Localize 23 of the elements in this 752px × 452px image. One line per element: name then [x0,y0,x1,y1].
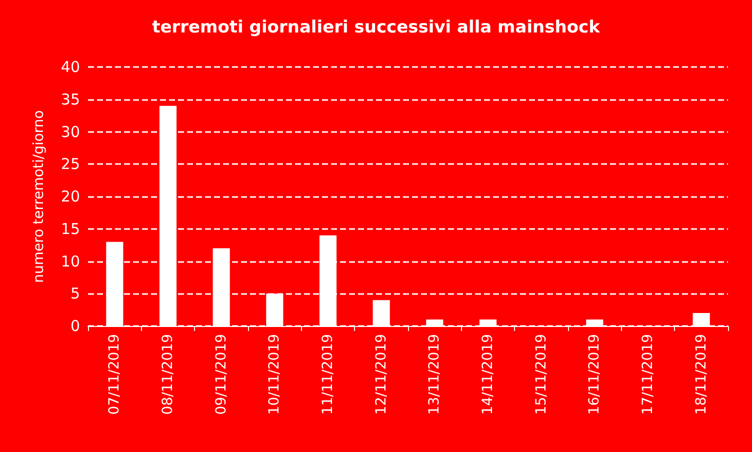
y-tick-label: 15 [60,220,80,238]
y-tick-label: 20 [60,188,80,206]
y-tick-label: 40 [60,58,80,76]
x-tick-label: 13/11/2019 [426,334,443,415]
x-tick-label: 10/11/2019 [266,334,283,415]
x-tick-label: 09/11/2019 [213,334,230,415]
y-axis-title: numero terremoti/giorno [31,110,47,283]
x-tick-label: 08/11/2019 [160,334,176,415]
x-tick-label: 12/11/2019 [373,334,390,415]
x-tick-label: 14/11/2019 [480,334,496,415]
x-tick-label: 15/11/2019 [533,334,550,415]
y-tick-label: 10 [60,252,80,270]
x-tick-label: 17/11/2019 [640,334,656,415]
x-tick-label: 18/11/2019 [693,334,710,415]
y-tick-label: 30 [60,122,80,141]
y-tick-label: 5 [70,284,80,303]
x-tick-label: 16/11/2019 [586,334,603,415]
chart-title: terremoti giornalieri successivi alla mainshock [152,18,601,38]
x-tick-label: 07/11/2019 [106,334,123,415]
y-tick-label: 25 [60,155,80,174]
y-tick-label: 35 [60,90,80,108]
x-tick-label: 11/11/2019 [320,334,336,415]
y-tick-label: 0 [70,317,80,335]
